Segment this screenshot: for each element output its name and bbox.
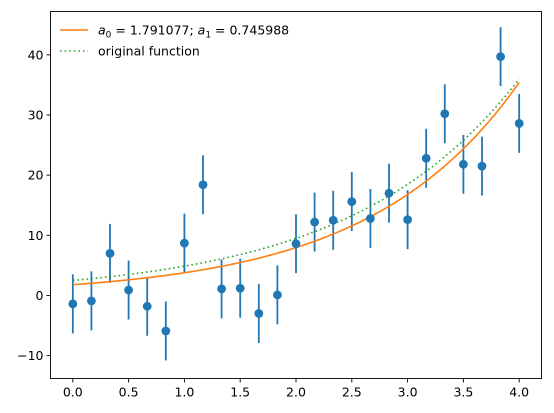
data-point — [235, 283, 245, 293]
y-tick-label: 30 — [28, 107, 44, 122]
data-point — [142, 301, 152, 311]
data-point — [403, 215, 412, 225]
x-tick-label: 4.0 — [509, 385, 529, 400]
data-point — [291, 239, 301, 249]
y-tick-label: −10 — [17, 348, 43, 363]
data-point — [421, 153, 431, 163]
x-tick-label: 3.0 — [398, 385, 418, 400]
x-tick-label: 1.5 — [230, 385, 250, 400]
y-tick-label: 10 — [28, 228, 44, 243]
legend: a0 = 1.791077; a1 = 0.745988 original fu… — [60, 23, 289, 59]
data-point — [68, 299, 78, 309]
x-tick-label: 2.5 — [342, 385, 362, 400]
data-point — [347, 197, 357, 207]
data-point — [440, 109, 450, 119]
data-point — [180, 238, 189, 248]
data-point — [124, 285, 134, 295]
x-tick-label: 0.0 — [63, 385, 83, 400]
original-function-line — [72, 78, 520, 282]
plot-area — [68, 27, 524, 361]
data-point — [198, 180, 208, 190]
legend-label-fit: a0 = 1.791077; a1 = 0.745988 — [98, 23, 289, 41]
data-point — [310, 217, 320, 227]
data-point — [105, 248, 115, 258]
data-point — [254, 309, 264, 318]
data-point — [328, 215, 338, 225]
data-point — [458, 159, 468, 169]
x-tick-label: 2.0 — [286, 385, 306, 400]
y-tick-label: 0 — [36, 288, 44, 303]
data-point — [217, 284, 227, 294]
x-tick-label: 1.0 — [174, 385, 194, 400]
x-tick-label: 0.5 — [119, 385, 139, 400]
legend-label-original: original function — [98, 44, 200, 59]
axis-ticks: 0.0 0.5 1.0 1.5 2.0 2.5 3.0 3.5 4.0 −10 0 10 20 30 40 — [17, 47, 529, 399]
data-point — [477, 161, 487, 171]
y-tick-label: 40 — [28, 47, 44, 62]
x-tick-label: 3.5 — [453, 385, 473, 400]
data-point — [161, 326, 171, 336]
data-point — [272, 290, 282, 300]
data-point — [365, 214, 375, 223]
y-tick-label: 20 — [28, 168, 44, 183]
data-point — [384, 188, 394, 198]
data-point — [496, 52, 505, 62]
data-point — [87, 296, 96, 306]
data-point — [514, 119, 524, 128]
